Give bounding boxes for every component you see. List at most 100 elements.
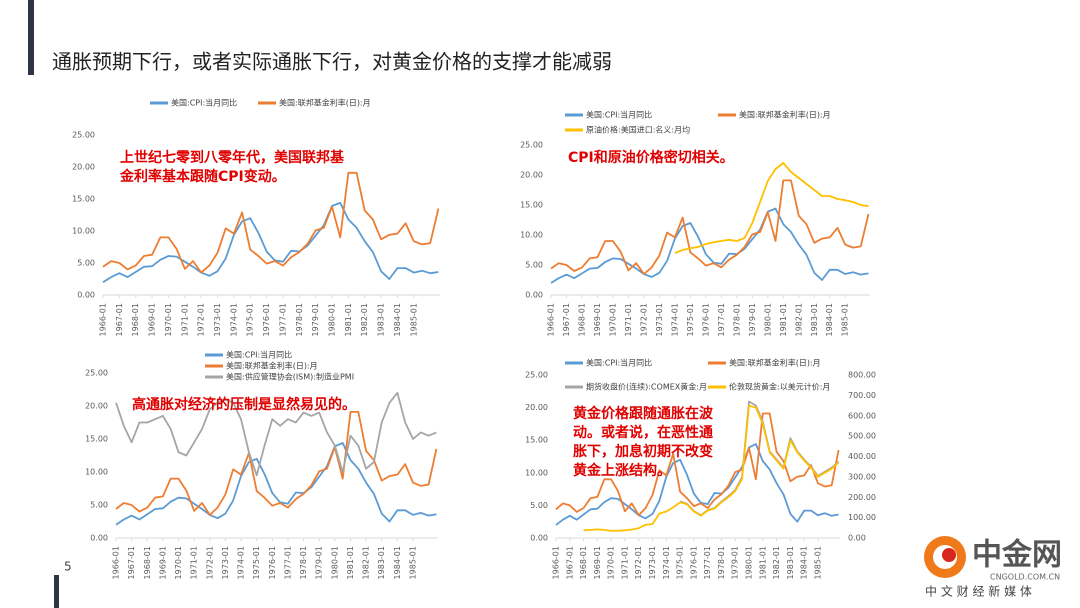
x-tick-label: 1980-01 [763,303,772,336]
y2-tick-label: 400.00 [848,452,876,461]
x-tick-label: 1983-01 [377,303,386,336]
series-line [555,412,840,517]
x-tick-label: 1980-01 [330,546,339,579]
y2-tick-label: 800.00 [848,371,876,380]
annotation: 高通胀对经济的压制是显然易见的。 [132,396,356,413]
x-tick-label: 1970-01 [174,546,183,579]
x-tick-label: 1968-01 [579,546,588,579]
series-line [550,179,870,275]
y-tick-label: 0.00 [90,534,108,543]
x-tick-label: 1971-01 [620,546,629,579]
x-tick-label: 1983-01 [786,546,795,579]
x-tick-label: 1976-01 [701,303,710,336]
y-tick-label: 5.00 [90,501,108,510]
x-tick-label: 1970-01 [608,303,617,336]
series-line [550,207,869,284]
x-tick-label: 1974-01 [229,303,238,336]
slide-title: 通胀预期下行，或者实际通胀下行，对黄金价格的支撑才能减弱 [52,50,612,74]
x-tick-label: 1980-01 [328,303,337,336]
y-tick-label: 20.00 [525,403,548,412]
x-tick-label: 1981-01 [346,546,355,579]
y-tick-label: 5.00 [77,259,95,268]
y-tick-label: 5.00 [525,261,543,270]
y-tick-label: 25.00 [525,371,548,380]
x-tick-label: 1972-01 [197,303,206,336]
x-tick-label: 1978-01 [299,546,308,579]
y-tick-label: 25.00 [85,369,108,378]
series-line [115,391,437,477]
series-line [674,162,869,254]
x-tick-label: 1972-01 [639,303,648,336]
legend-label: 美国:CPI:当月同比 [171,98,237,108]
annotation: CPI和原油价格密切相关。 [568,149,734,166]
y2-tick-label: 0.00 [848,534,866,543]
y-tick-label: 20.00 [72,163,95,172]
logo-name: 中金网 [972,538,1062,573]
y2-tick-label: 300.00 [848,472,876,481]
legend-label: 伦敦现货黄金:以美元计价:月 [729,382,830,392]
accent-bar [28,0,34,75]
y-tick-label: 5.00 [530,501,548,510]
page-number: 5 [64,560,72,574]
y2-tick-label: 600.00 [848,411,876,420]
annotation: 上世纪七零到八零年代，美国联邦基 [120,149,345,166]
y2-tick-label: 700.00 [848,391,876,400]
logo-mark [942,548,956,562]
x-tick-label: 1969-01 [593,546,602,579]
y-tick-label: 10.00 [72,227,95,236]
x-tick-label: 1976-01 [262,303,271,336]
x-tick-label: 1968-01 [577,303,586,336]
x-tick-label: 1985-01 [813,546,822,579]
legend-label: 美国:联邦基金利率(日):月 [729,358,821,368]
accent-bar [54,575,59,608]
x-tick-label: 1969-01 [158,546,167,579]
x-tick-label: 1982-01 [794,303,803,336]
x-tick-label: 1966-01 [112,546,121,579]
x-tick-label: 1970-01 [164,303,173,336]
series-line [555,443,839,526]
x-tick-label: 1969-01 [593,303,602,336]
x-tick-label: 1979-01 [315,546,324,579]
x-tick-label: 1981-01 [779,303,788,336]
series-line [115,411,438,516]
x-tick-label: 1974-01 [670,303,679,336]
x-tick-label: 1978-01 [295,303,304,336]
x-tick-label: 1971-01 [624,303,633,336]
legend-label: 原油价格:美国进口:名义:月均 [586,125,690,135]
x-tick-label: 1979-01 [311,303,320,336]
legend-label: 美国:联邦基金利率(日):月 [739,110,831,120]
x-tick-label: 1979-01 [731,546,740,579]
legend-label: 美国:CPI:当月同比 [586,110,652,120]
y-tick-label: 0.00 [525,291,543,300]
y-tick-label: 25.00 [72,131,95,140]
x-tick-label: 1967-01 [562,303,571,336]
x-tick-label: 1968-01 [131,303,140,336]
x-tick-label: 1970-01 [607,546,616,579]
x-tick-label: 1977-01 [278,303,287,336]
annotation: 黄金上涨结构。 [573,462,671,479]
x-tick-label: 1977-01 [703,546,712,579]
x-tick-label: 1985-01 [408,546,417,579]
x-tick-label: 1983-01 [377,546,386,579]
x-tick-label: 1982-01 [360,303,369,336]
x-tick-label: 1977-01 [283,546,292,579]
y-tick-label: 15.00 [72,195,95,204]
x-tick-label: 1984-01 [393,303,402,336]
y-tick-label: 10.00 [85,468,108,477]
annotation: 胀下，加息初期不改变 [573,443,713,460]
x-tick-label: 1976-01 [268,546,277,579]
legend-label: 美国:联邦基金利率(日):月 [279,98,371,108]
x-tick-label: 1974-01 [662,546,671,579]
x-tick-label: 1971-01 [190,546,199,579]
y-tick-label: 0.00 [530,534,548,543]
series-line [115,442,437,526]
x-tick-label: 1975-01 [252,546,261,579]
x-tick-label: 1981-01 [344,303,353,336]
x-tick-label: 1982-01 [362,546,371,579]
logo: 中金网 CNGOLD.COM.CN 中 文 财 经 新 媒 体 [924,536,1062,599]
annotation: 黄金价格跟随通胀在波 [573,405,714,422]
y-tick-label: 15.00 [525,436,548,445]
x-tick-label: 1980-01 [745,546,754,579]
